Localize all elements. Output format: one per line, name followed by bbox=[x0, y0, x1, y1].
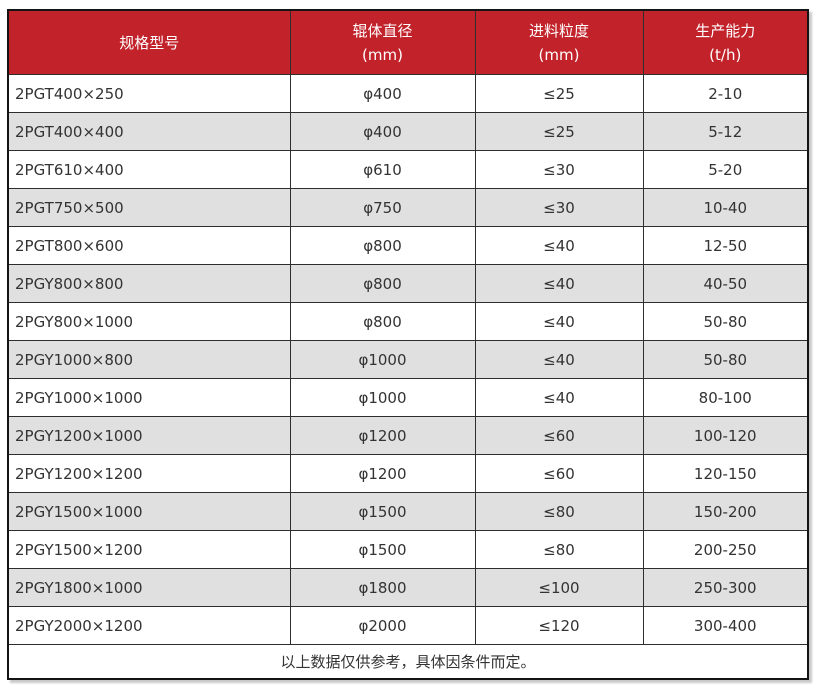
capacity-cell: 5-20 bbox=[642, 150, 809, 189]
model-cell: 2PGY800×1000 bbox=[7, 302, 291, 341]
table-row: 2PGY1200×1200 φ1200 ≤60 120-150 bbox=[7, 454, 809, 493]
diameter-cell: φ610 bbox=[289, 150, 476, 189]
capacity-cell: 12-50 bbox=[642, 226, 809, 265]
col-header-feed-size-unit: (mm) bbox=[538, 45, 580, 64]
diameter-cell: φ1000 bbox=[289, 340, 476, 379]
table-row: 2PGY800×1000 φ800 ≤40 50-80 bbox=[7, 302, 809, 341]
diameter-cell: φ1000 bbox=[289, 378, 476, 417]
model-cell: 2PGY1000×1000 bbox=[7, 378, 291, 417]
feed-size-cell: ≤100 bbox=[474, 568, 644, 607]
diameter-cell: φ750 bbox=[289, 188, 476, 227]
col-header-feed-size-label: 进料粒度 bbox=[528, 21, 589, 40]
feed-size-cell: ≤40 bbox=[474, 302, 644, 341]
table-row: 2PGT800×600 φ800 ≤40 12-50 bbox=[7, 226, 809, 265]
col-header-capacity: 生产能力 (t/h) bbox=[642, 9, 809, 75]
col-header-model: 规格型号 bbox=[7, 9, 291, 75]
feed-size-cell: ≤30 bbox=[474, 150, 644, 189]
feed-size-cell: ≤40 bbox=[474, 264, 644, 303]
model-cell: 2PGY800×800 bbox=[7, 264, 291, 303]
table-row: 2PGT400×250 φ400 ≤25 2-10 bbox=[7, 74, 809, 113]
capacity-cell: 5-12 bbox=[642, 112, 809, 151]
diameter-cell: φ400 bbox=[289, 74, 476, 113]
model-cell: 2PGT400×400 bbox=[7, 112, 291, 151]
diameter-cell: φ800 bbox=[289, 264, 476, 303]
feed-size-cell: ≤30 bbox=[474, 188, 644, 227]
table-row: 2PGY1800×1000 φ1800 ≤100 250-300 bbox=[7, 568, 809, 607]
diameter-cell: φ1500 bbox=[289, 530, 476, 569]
model-cell: 2PGY1500×1200 bbox=[7, 530, 291, 569]
footer-row: 以上数据仅供参考，具体因条件而定。 bbox=[7, 644, 809, 680]
capacity-cell: 10-40 bbox=[642, 188, 809, 227]
diameter-cell: φ800 bbox=[289, 302, 476, 341]
capacity-cell: 100-120 bbox=[642, 416, 809, 455]
spec-table: 规格型号 辊体直径 (mm) 进料粒度 (mm) 生产能力 (t/h) 2PGT… bbox=[7, 9, 809, 680]
diameter-cell: φ1500 bbox=[289, 492, 476, 531]
model-cell: 2PGT400×250 bbox=[7, 74, 291, 113]
model-cell: 2PGY1200×1000 bbox=[7, 416, 291, 455]
capacity-cell: 50-80 bbox=[642, 302, 809, 341]
col-header-diameter-unit: (mm) bbox=[362, 45, 403, 64]
capacity-cell: 200-250 bbox=[642, 530, 809, 569]
col-header-diameter-label: 辊体直径 bbox=[352, 21, 413, 40]
feed-size-cell: ≤120 bbox=[474, 606, 644, 645]
table-row: 2PGT400×400 φ400 ≤25 5-12 bbox=[7, 112, 809, 151]
table-body: 2PGT400×250 φ400 ≤25 2-10 2PGT400×400 φ4… bbox=[7, 74, 809, 645]
capacity-cell: 120-150 bbox=[642, 454, 809, 493]
feed-size-cell: ≤40 bbox=[474, 226, 644, 265]
diameter-cell: φ1200 bbox=[289, 454, 476, 493]
capacity-cell: 40-50 bbox=[642, 264, 809, 303]
capacity-cell: 50-80 bbox=[642, 340, 809, 379]
table-row: 2PGT610×400 φ610 ≤30 5-20 bbox=[7, 150, 809, 189]
header-row: 规格型号 辊体直径 (mm) 进料粒度 (mm) 生产能力 (t/h) bbox=[7, 9, 809, 75]
table-row: 2PGY1000×800 φ1000 ≤40 50-80 bbox=[7, 340, 809, 379]
capacity-cell: 300-400 bbox=[642, 606, 809, 645]
capacity-cell: 150-200 bbox=[642, 492, 809, 531]
diameter-cell: φ400 bbox=[289, 112, 476, 151]
footer-note: 以上数据仅供参考，具体因条件而定。 bbox=[7, 644, 809, 680]
col-header-model-label: 规格型号 bbox=[119, 33, 180, 52]
col-header-diameter: 辊体直径 (mm) bbox=[289, 9, 476, 75]
table-row: 2PGY1000×1000 φ1000 ≤40 80-100 bbox=[7, 378, 809, 417]
table-row: 2PGY1500×1000 φ1500 ≤80 150-200 bbox=[7, 492, 809, 531]
capacity-cell: 2-10 bbox=[642, 74, 809, 113]
table-row: 2PGT750×500 φ750 ≤30 10-40 bbox=[7, 188, 809, 227]
capacity-cell: 80-100 bbox=[642, 378, 809, 417]
col-header-feed-size: 进料粒度 (mm) bbox=[474, 9, 644, 75]
model-cell: 2PGY2000×1200 bbox=[7, 606, 291, 645]
capacity-cell: 250-300 bbox=[642, 568, 809, 607]
feed-size-cell: ≤60 bbox=[474, 416, 644, 455]
diameter-cell: φ1200 bbox=[289, 416, 476, 455]
feed-size-cell: ≤40 bbox=[474, 378, 644, 417]
diameter-cell: φ2000 bbox=[289, 606, 476, 645]
model-cell: 2PGY1800×1000 bbox=[7, 568, 291, 607]
feed-size-cell: ≤60 bbox=[474, 454, 644, 493]
feed-size-cell: ≤25 bbox=[474, 112, 644, 151]
col-header-capacity-unit: (t/h) bbox=[709, 45, 742, 64]
feed-size-cell: ≤80 bbox=[474, 530, 644, 569]
model-cell: 2PGY1500×1000 bbox=[7, 492, 291, 531]
table-row: 2PGY800×800 φ800 ≤40 40-50 bbox=[7, 264, 809, 303]
table-row: 2PGY1500×1200 φ1500 ≤80 200-250 bbox=[7, 530, 809, 569]
model-cell: 2PGY1200×1200 bbox=[7, 454, 291, 493]
model-cell: 2PGY1000×800 bbox=[7, 340, 291, 379]
feed-size-cell: ≤40 bbox=[474, 340, 644, 379]
diameter-cell: φ800 bbox=[289, 226, 476, 265]
model-cell: 2PGT800×600 bbox=[7, 226, 291, 265]
feed-size-cell: ≤25 bbox=[474, 74, 644, 113]
col-header-capacity-label: 生产能力 bbox=[695, 21, 756, 40]
feed-size-cell: ≤80 bbox=[474, 492, 644, 531]
model-cell: 2PGT750×500 bbox=[7, 188, 291, 227]
table-row: 2PGY2000×1200 φ2000 ≤120 300-400 bbox=[7, 606, 809, 645]
table-row: 2PGY1200×1000 φ1200 ≤60 100-120 bbox=[7, 416, 809, 455]
model-cell: 2PGT610×400 bbox=[7, 150, 291, 189]
diameter-cell: φ1800 bbox=[289, 568, 476, 607]
